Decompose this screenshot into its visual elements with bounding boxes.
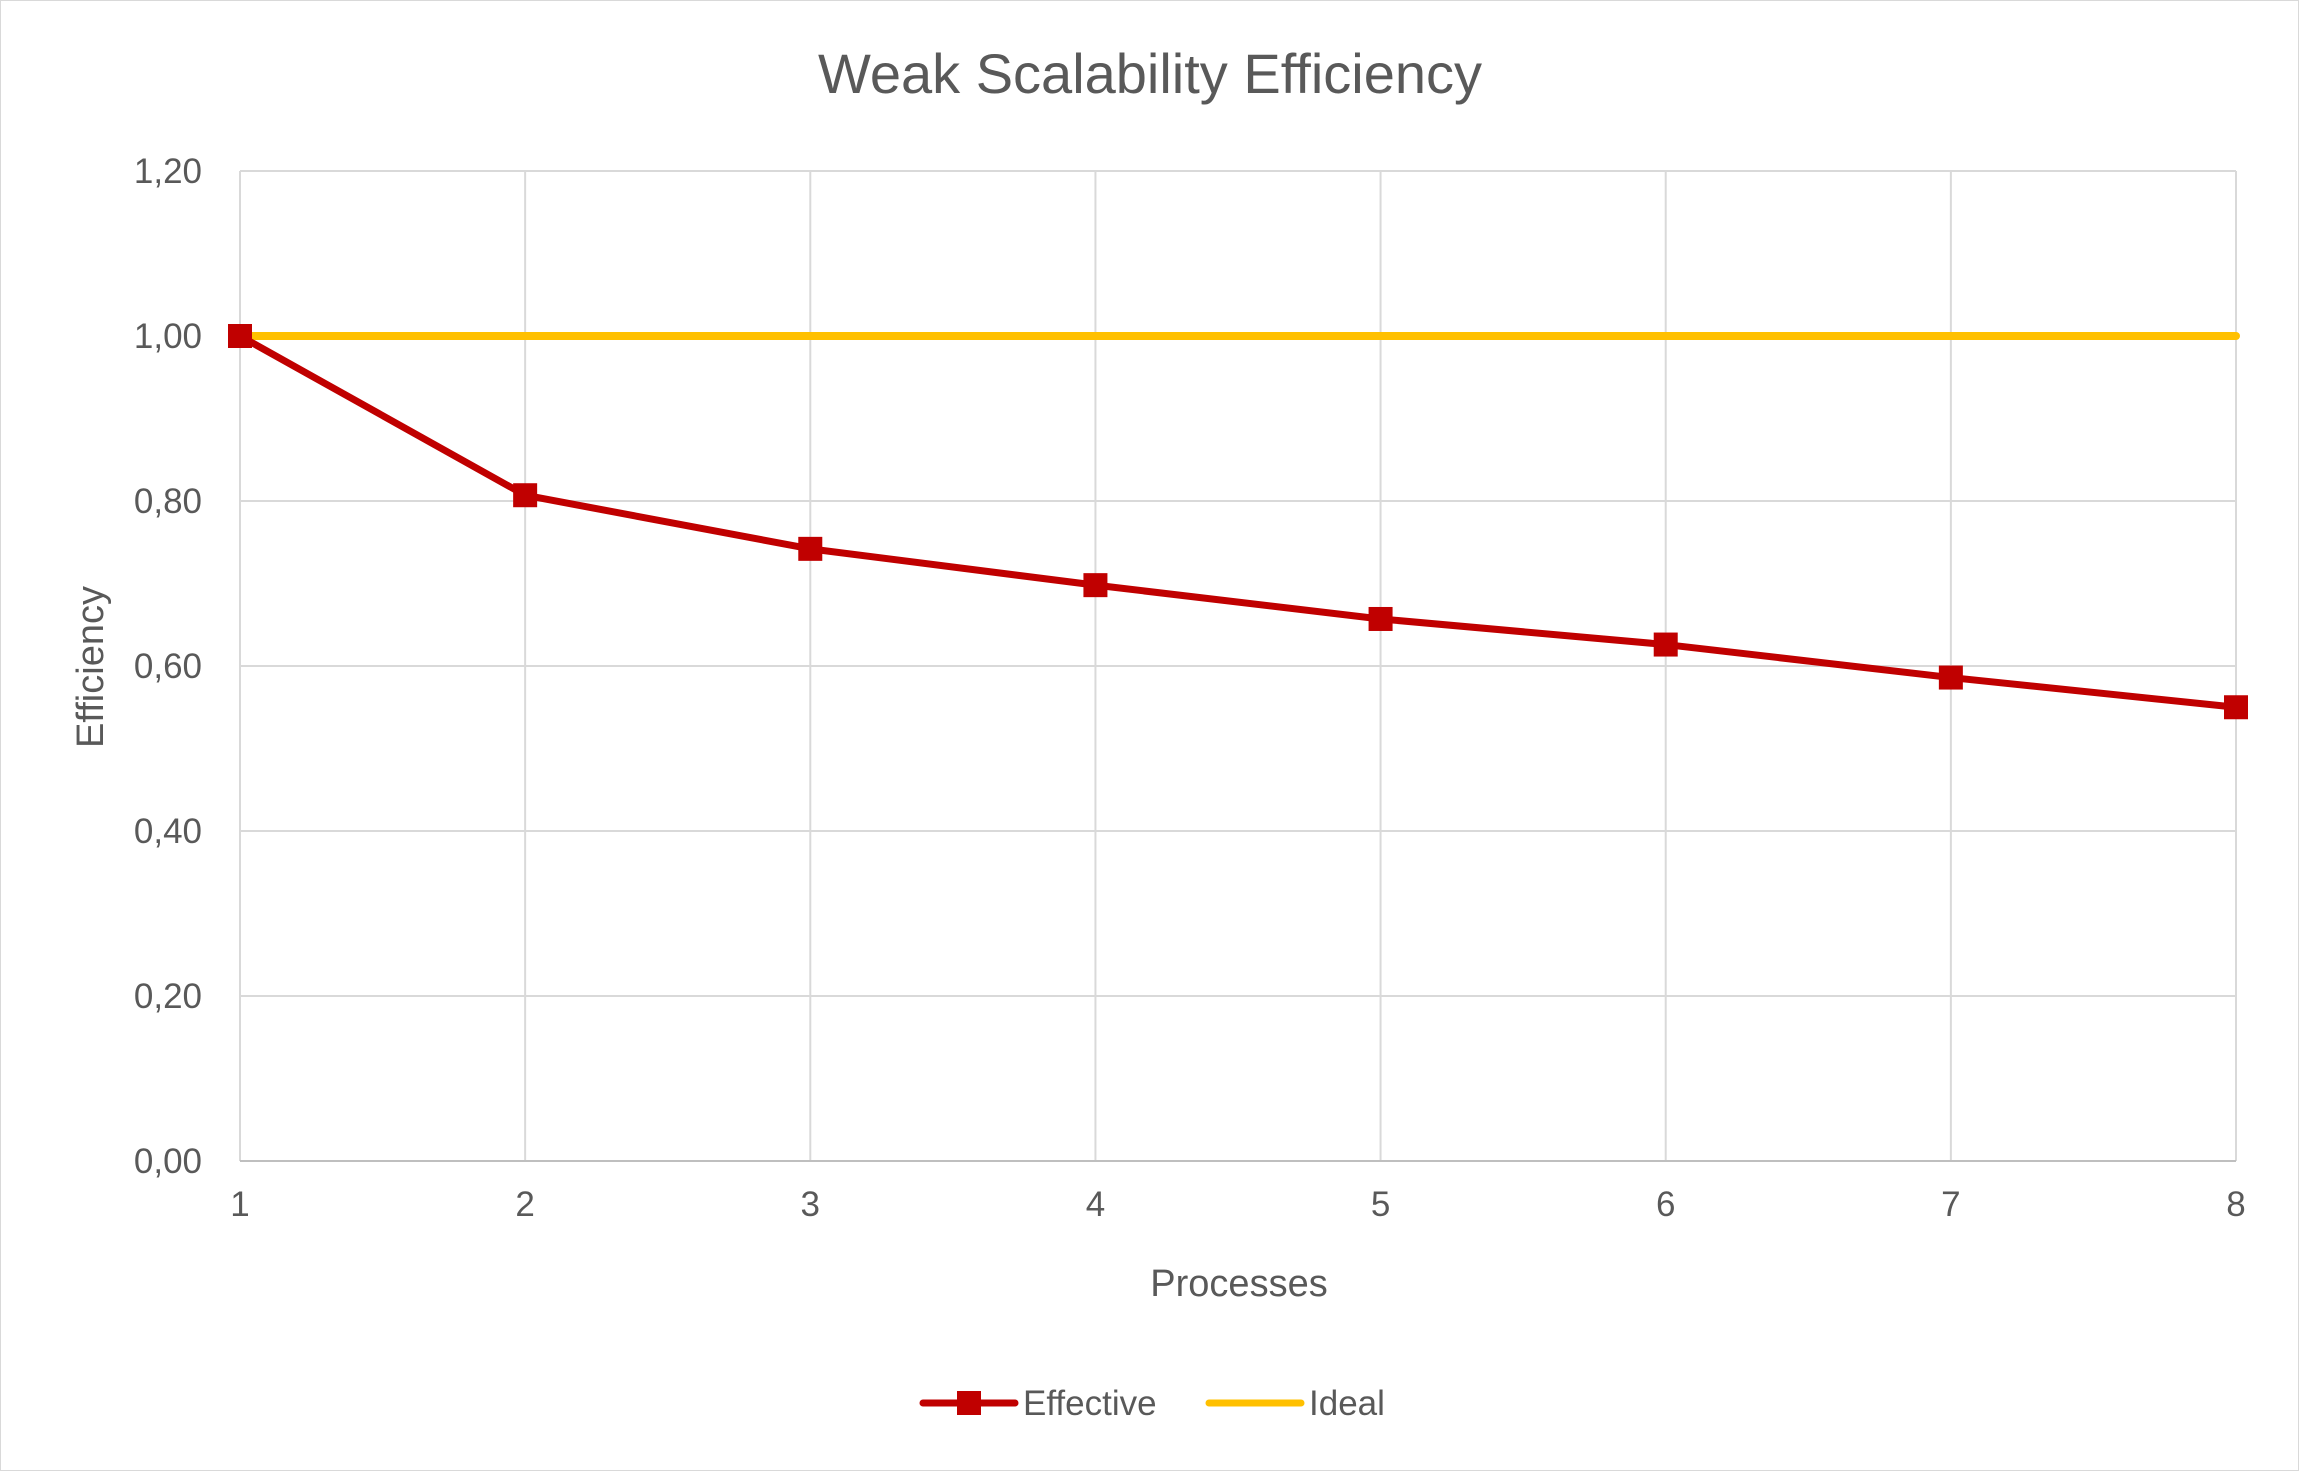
x-tick-label: 3: [801, 1185, 820, 1224]
legend-marker-effective: [957, 1391, 981, 1415]
data-point-effective: [228, 324, 252, 348]
y-tick-label: 1,00: [134, 317, 202, 356]
x-tick-label: 1: [230, 1185, 249, 1224]
x-axis-title: Processes: [1150, 1263, 1327, 1305]
x-tick-label: 7: [1941, 1185, 1960, 1224]
data-point-effective: [1938, 665, 1963, 690]
y-tick-label: 0,60: [134, 647, 202, 686]
x-tick-label: 2: [515, 1185, 534, 1224]
legend-label-ideal: Ideal: [1309, 1384, 1385, 1423]
legend: Effective Ideal: [919, 1384, 1385, 1423]
series-line-effective: [236, 332, 2240, 711]
series: [228, 324, 2248, 720]
tick-labels: 0,00 0,20 0,40 0,60 0,80 1,00 1,20 1 2 3 4 5 6 7 8: [134, 152, 2246, 1224]
chart-title: Weak Scalability Efficiency: [818, 42, 1482, 105]
x-tick-label: 8: [2226, 1185, 2245, 1224]
legend-label-effective: Effective: [1023, 1384, 1157, 1423]
data-point-effective: [1653, 632, 1678, 657]
x-tick-label: 6: [1656, 1185, 1675, 1224]
data-point-effective: [2224, 695, 2248, 720]
gridlines: [239, 170, 2237, 1161]
data-point-effective: [798, 536, 823, 561]
y-tick-label: 0,20: [134, 977, 202, 1016]
y-tick-label: 0,80: [134, 482, 202, 521]
x-tick-label: 4: [1086, 1185, 1105, 1224]
x-tick-label: 5: [1371, 1185, 1390, 1224]
y-tick-label: 0,40: [134, 812, 202, 851]
y-tick-label: 0,00: [134, 1142, 202, 1181]
data-point-effective: [513, 483, 538, 508]
y-tick-label: 1,20: [134, 152, 202, 191]
y-axis-title: Efficiency: [70, 586, 112, 748]
data-point-effective: [1083, 573, 1108, 598]
data-point-effective: [1368, 606, 1393, 631]
